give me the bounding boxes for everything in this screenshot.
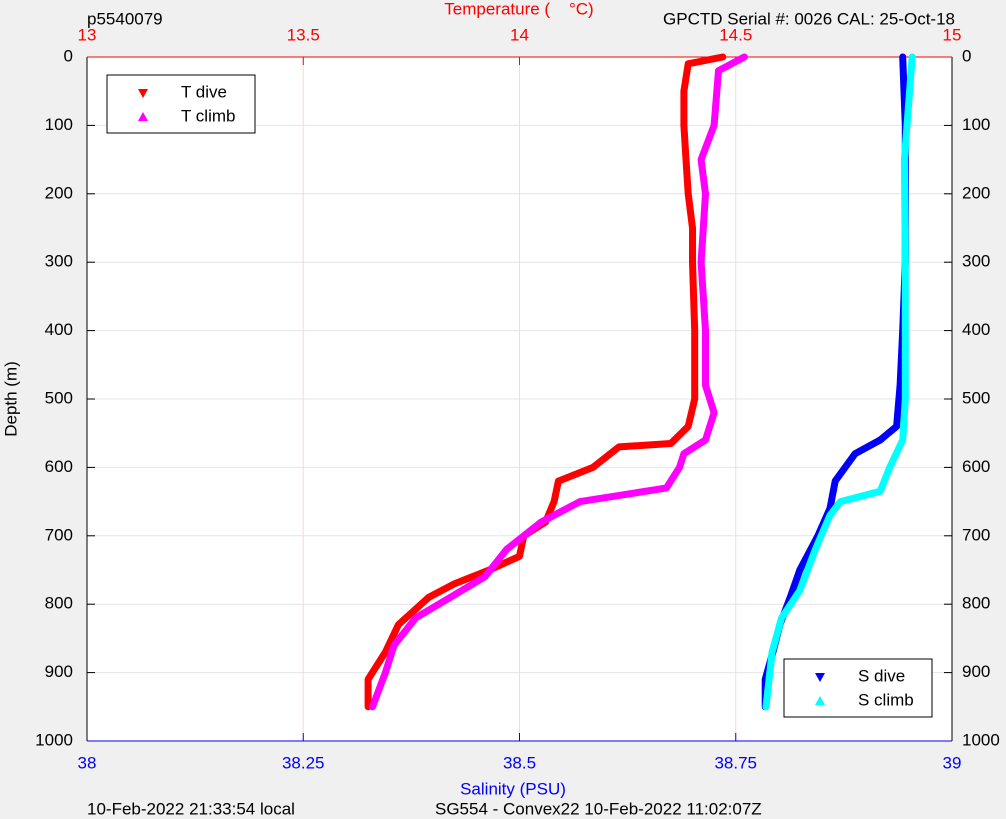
legend-marker xyxy=(815,696,825,705)
y-tick-label-right: 300 xyxy=(962,252,990,271)
legend-marker xyxy=(815,673,825,682)
profile-line xyxy=(369,53,748,711)
legend-label: T climb xyxy=(181,106,235,125)
legend-label: S dive xyxy=(858,666,905,685)
y-tick-label: 600 xyxy=(45,457,73,476)
footer-left: 10-Feb-2022 21:33:54 local xyxy=(87,799,295,818)
x-tick-label: 39 xyxy=(943,753,962,772)
y-tick-label-right: 800 xyxy=(962,594,990,613)
y-tick-label: 700 xyxy=(45,525,73,544)
y-tick-label-right: 200 xyxy=(962,183,990,202)
x-axis-title: Salinity (PSU) xyxy=(460,779,566,798)
legend-box xyxy=(783,658,933,718)
x-tick-label: 38.5 xyxy=(503,753,536,772)
legend-label: S climb xyxy=(858,690,914,709)
profile-id: p5540079 xyxy=(87,9,163,28)
y-tick-label: 300 xyxy=(45,252,73,271)
legend-label: T dive xyxy=(181,82,227,101)
legend-marker xyxy=(138,112,148,121)
legend-box xyxy=(106,74,256,134)
y-tick-label: 200 xyxy=(45,183,73,202)
y-tick-label-right: 600 xyxy=(962,457,990,476)
y-axis-title: Depth (m) xyxy=(1,361,20,437)
y-tick-label: 1000 xyxy=(35,730,73,749)
footer-right: SG554 - Convex22 10-Feb-2022 11:02:07Z xyxy=(435,799,762,818)
serial-info: GPCTD Serial #: 0026 CAL: 25-Oct-18 xyxy=(663,9,955,28)
x-tick-label: 38 xyxy=(78,753,97,772)
x2-tick-label: 13.5 xyxy=(287,25,320,44)
y-tick-label: 500 xyxy=(45,388,73,407)
x2-tick-label: 15 xyxy=(943,25,962,44)
y-tick-label-right: 700 xyxy=(962,525,990,544)
y-tick-label-right: 400 xyxy=(962,320,990,339)
y-tick-label-right: 100 xyxy=(962,115,990,134)
profile-line xyxy=(364,53,727,711)
x2-tick-label: 13 xyxy=(78,25,97,44)
y-tick-label-right: 900 xyxy=(962,662,990,681)
y-tick-label: 800 xyxy=(45,594,73,613)
y-tick-label-right: 500 xyxy=(962,388,990,407)
legend-marker xyxy=(138,89,148,98)
y-tick-label-right: 1000 xyxy=(962,730,1000,749)
y-tick-label-right: 0 xyxy=(962,46,971,65)
top-axis-title: Temperature ( °C) xyxy=(444,0,593,18)
x-tick-label: 38.25 xyxy=(282,753,325,772)
x2-tick-label: 14.5 xyxy=(719,25,752,44)
x-tick-label: 38.75 xyxy=(714,753,757,772)
y-tick-label: 0 xyxy=(64,46,73,65)
x2-tick-label: 14 xyxy=(510,25,529,44)
y-tick-label: 900 xyxy=(45,662,73,681)
y-tick-label: 400 xyxy=(45,320,73,339)
y-tick-label: 100 xyxy=(45,115,73,134)
profile-line xyxy=(762,53,916,711)
